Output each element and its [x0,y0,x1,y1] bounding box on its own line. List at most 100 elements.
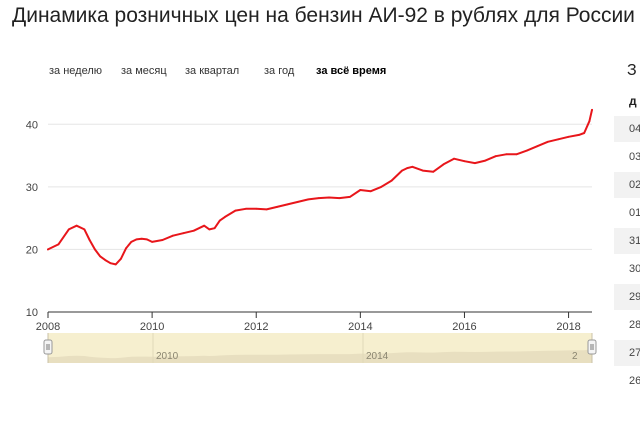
side-row[interactable]: 29 [614,284,640,310]
data-point [536,145,539,148]
navigator-label: 2014 [366,351,389,362]
data-point [578,134,580,136]
data-point [83,228,86,231]
navigator-label: 2 [572,351,578,362]
data-point [244,207,247,210]
data-point [484,159,487,162]
data-point [75,224,78,227]
data-point [161,239,164,241]
data-point [57,243,60,246]
data-point [146,238,148,241]
data-point [453,157,455,160]
data-point [474,162,476,165]
side-row[interactable]: 01 [629,207,640,219]
data-point [359,189,362,191]
axes: 10 20 30 40 2008 2010 2012 2014 2016 2018 [26,119,592,333]
data-point [109,262,112,265]
range-navigator[interactable]: 2010 2014 2 [43,333,597,363]
data-point [307,198,310,201]
tab-all-time[interactable]: за всё время [316,65,387,77]
data-point [224,216,226,218]
data-point [203,224,206,227]
data-point [328,196,330,199]
data-point [401,169,403,172]
side-row[interactable]: 04 [614,116,640,142]
data-point [265,208,268,211]
grid [48,123,592,313]
page-title: Динамика розничных цен на бензин АИ-92 в… [12,4,635,27]
data-point [172,234,174,237]
data-point [88,239,91,241]
data-point [421,169,424,172]
data-point [463,160,466,163]
x-tick-label: 2016 [452,321,476,333]
data-point [208,228,211,231]
data-point [406,167,409,170]
data-point [135,238,138,241]
data-point [505,153,507,156]
data-point [104,259,107,261]
side-row[interactable]: 27 [614,340,640,366]
data-point [255,207,258,210]
navigator-left-handle[interactable] [43,339,53,355]
data-point [99,255,101,258]
data-point [94,248,96,251]
data-point [588,120,591,123]
y-tick-label: 10 [26,307,38,319]
x-tick-label: 2014 [348,321,372,333]
data-point [546,140,549,143]
data-point [286,203,289,206]
x-tick-label: 2018 [556,321,580,333]
data-point [151,241,154,243]
data-point [557,138,560,141]
tab-week[interactable]: за неделю [49,65,103,77]
side-panel-heading: З [627,62,637,79]
data-point [125,247,127,250]
data-point [276,206,278,208]
side-row[interactable]: 26 [629,375,640,387]
data-point [218,219,221,222]
data-point [67,228,70,231]
side-row[interactable]: 02 [614,172,640,198]
side-row[interactable]: 31 [614,228,640,254]
tab-year[interactable]: за год [264,65,295,77]
data-point [390,179,393,182]
data-point [317,197,320,200]
navigator-area [48,348,592,363]
y-tick-label: 40 [26,119,38,131]
data-point [182,232,185,235]
tab-quarter[interactable]: за квартал [185,65,240,77]
data-point [234,209,237,212]
x-tick-label: 2010 [140,321,164,333]
data-point [515,153,518,156]
x-tick-label: 2008 [36,321,60,333]
navigator-right-handle[interactable] [587,339,597,355]
data-point [380,186,383,188]
data-point [297,201,299,203]
data-point [494,155,497,158]
data-point [114,263,117,266]
side-row[interactable]: 28 [629,319,640,331]
series-layer [47,108,593,266]
data-point [567,135,570,138]
tab-month[interactable]: за месяц [121,65,167,77]
data-point [411,165,414,168]
data-point [130,241,133,243]
x-tick-label: 2012 [244,321,268,333]
data-point [120,257,122,260]
side-row[interactable]: 30 [629,263,640,275]
data-point [432,170,435,173]
side-row[interactable]: 03 [629,151,640,163]
data-point [140,237,143,240]
data-point [591,109,593,111]
data-point [338,197,341,200]
data-point [47,248,49,251]
data-point [192,229,195,232]
data-point [349,196,351,198]
data-point [583,132,586,134]
data-point [369,190,372,193]
y-tick-label: 30 [26,182,38,194]
data-point [526,149,528,152]
y-tick-label: 20 [26,244,38,256]
